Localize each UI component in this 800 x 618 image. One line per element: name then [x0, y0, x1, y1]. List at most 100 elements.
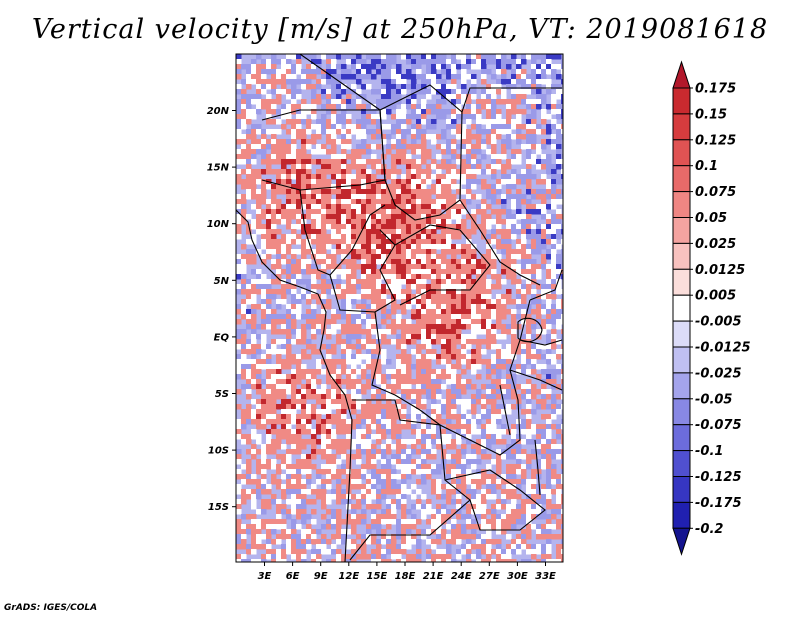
field-cell — [286, 404, 292, 410]
field-cell — [451, 199, 457, 205]
field-cell — [541, 494, 547, 500]
field-cell — [396, 429, 402, 435]
field-cell — [241, 119, 247, 125]
field-cell — [486, 479, 492, 485]
field-cell — [246, 469, 252, 475]
field-cell — [321, 464, 327, 470]
field-cell — [416, 469, 422, 475]
field-cell — [521, 219, 527, 225]
field-cell — [356, 399, 362, 405]
field-cell — [416, 334, 422, 340]
field-cell — [336, 284, 342, 290]
field-cell — [431, 184, 437, 190]
field-cell — [521, 389, 527, 395]
field-cell — [431, 289, 437, 295]
field-cell — [296, 69, 302, 75]
field-cell — [411, 129, 417, 135]
field-cell — [526, 229, 532, 235]
field-cell — [551, 174, 557, 180]
field-cell — [276, 434, 282, 440]
field-cell — [256, 109, 262, 115]
field-cell — [286, 304, 292, 310]
field-cell — [336, 449, 342, 455]
field-cell — [251, 254, 257, 260]
field-cell — [406, 239, 412, 245]
field-cell — [551, 449, 557, 455]
field-cell — [516, 64, 522, 70]
field-cell — [376, 114, 382, 120]
field-cell — [376, 254, 382, 260]
field-cell — [536, 489, 542, 495]
field-cell — [356, 379, 362, 385]
field-cell — [551, 254, 557, 260]
field-cell — [331, 389, 337, 395]
field-cell — [471, 489, 477, 495]
field-cell — [376, 479, 382, 485]
field-cell — [431, 304, 437, 310]
field-cell — [531, 509, 537, 515]
field-cell — [451, 309, 457, 315]
field-cell — [431, 59, 437, 65]
field-cell — [451, 354, 457, 360]
field-cell — [531, 144, 537, 150]
field-cell — [286, 429, 292, 435]
field-cell — [436, 504, 442, 510]
field-cell — [361, 274, 367, 280]
field-cell — [511, 314, 517, 320]
field-cell — [376, 59, 382, 65]
field-cell — [266, 499, 272, 505]
field-cell — [286, 139, 292, 145]
field-cell — [291, 54, 297, 60]
field-cell — [341, 74, 347, 80]
field-cell — [326, 449, 332, 455]
field-cell — [356, 169, 362, 175]
field-cell — [556, 129, 562, 135]
field-cell — [506, 239, 512, 245]
field-cell — [411, 394, 417, 400]
field-cell — [391, 404, 397, 410]
field-cell — [496, 199, 502, 205]
field-cell — [546, 469, 552, 475]
field-cell — [316, 479, 322, 485]
field-cell — [366, 359, 372, 365]
field-cell — [281, 84, 287, 90]
field-cell — [276, 484, 282, 490]
field-cell — [506, 359, 512, 365]
field-cell — [321, 194, 327, 200]
field-cell — [331, 429, 337, 435]
field-cell — [516, 119, 522, 125]
field-cell — [301, 459, 307, 465]
field-cell — [341, 234, 347, 240]
field-cell — [516, 444, 522, 450]
field-cell — [261, 199, 267, 205]
field-cell — [246, 384, 252, 390]
field-cell — [501, 479, 507, 485]
field-cell — [321, 284, 327, 290]
field-cell — [446, 284, 452, 290]
field-cell — [511, 464, 517, 470]
field-cell — [526, 529, 532, 535]
field-cell — [521, 479, 527, 485]
field-cell — [536, 484, 542, 490]
field-cell — [551, 179, 557, 185]
field-cell — [441, 509, 447, 515]
field-cell — [421, 219, 427, 225]
field-cell — [561, 239, 563, 245]
field-cell — [351, 189, 357, 195]
field-cell — [456, 104, 462, 110]
field-cell — [421, 304, 427, 310]
field-cell — [461, 54, 467, 60]
field-cell — [366, 479, 372, 485]
field-cell — [351, 514, 357, 520]
field-cell — [456, 379, 462, 385]
field-cell — [546, 454, 552, 460]
field-cell — [451, 374, 457, 380]
field-cell — [451, 244, 457, 250]
field-cell — [561, 364, 563, 370]
field-cell — [546, 499, 552, 505]
field-cell — [471, 494, 477, 500]
field-cell — [306, 294, 312, 300]
field-cell — [501, 219, 507, 225]
field-cell — [471, 524, 477, 530]
field-cell — [286, 284, 292, 290]
